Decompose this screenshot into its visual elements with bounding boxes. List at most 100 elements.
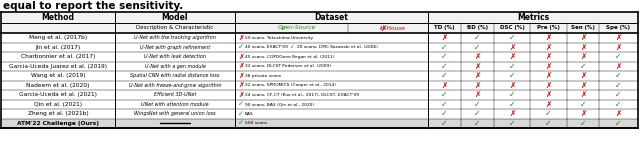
Text: ATM'22 Challenge (Ours): ATM'22 Challenge (Ours) bbox=[17, 121, 99, 126]
Text: ✓: ✓ bbox=[442, 62, 448, 71]
Text: ✓: ✓ bbox=[474, 119, 481, 128]
Text: BAS: BAS bbox=[245, 112, 253, 116]
Text: ✗: ✗ bbox=[509, 81, 515, 90]
Text: ✗: ✗ bbox=[238, 82, 244, 88]
Text: DSC (%): DSC (%) bbox=[500, 26, 524, 31]
Text: Meng et al. (2017b): Meng et al. (2017b) bbox=[29, 35, 87, 40]
Text: Qin et al. (2021): Qin et al. (2021) bbox=[34, 102, 82, 107]
Text: ✓: ✓ bbox=[442, 71, 448, 80]
Text: ✓: ✓ bbox=[474, 33, 481, 42]
Bar bbox=[1, 119, 638, 128]
Text: WingsNet with general union loss: WingsNet with general union loss bbox=[134, 111, 216, 116]
Text: U-Net with leak detection: U-Net with leak detection bbox=[144, 54, 206, 59]
Text: ✓: ✓ bbox=[474, 43, 481, 52]
Text: ✗: ✗ bbox=[442, 81, 448, 90]
Text: ✗: ✗ bbox=[580, 81, 586, 90]
Text: ✓: ✓ bbox=[580, 62, 586, 71]
Text: ✓: ✓ bbox=[442, 43, 448, 52]
Text: 32 scans, SPROMICS (Cooper et al., 2014): 32 scans, SPROMICS (Cooper et al., 2014) bbox=[245, 83, 336, 87]
Text: ✗: ✗ bbox=[238, 63, 244, 69]
Text: ✗: ✗ bbox=[474, 90, 481, 99]
Text: ✓: ✓ bbox=[615, 81, 621, 90]
Text: Wang et al. (2019): Wang et al. (2019) bbox=[31, 73, 85, 78]
Text: In-House: In-House bbox=[380, 26, 406, 31]
Text: Model: Model bbox=[162, 13, 188, 22]
Text: ✓: ✓ bbox=[615, 119, 621, 128]
Text: Dataset: Dataset bbox=[315, 13, 348, 22]
Text: ✗: ✗ bbox=[545, 90, 552, 99]
Text: ✓: ✓ bbox=[238, 120, 244, 126]
Text: Metrics: Metrics bbox=[517, 13, 549, 22]
Text: Efficient 3D-UNet: Efficient 3D-UNet bbox=[154, 92, 196, 97]
Text: Jin et al. (2017): Jin et al. (2017) bbox=[35, 45, 81, 50]
Text: Garcia-Uceda et al. (2021): Garcia-Uceda et al. (2021) bbox=[19, 92, 97, 97]
Text: U-Net with graph refinement: U-Net with graph refinement bbox=[140, 45, 210, 50]
Text: Spatial CNN with radial distance loss: Spatial CNN with radial distance loss bbox=[131, 73, 220, 78]
Text: 32 scans, DLCST Pedersen et al. (2009): 32 scans, DLCST Pedersen et al. (2009) bbox=[245, 64, 331, 68]
Text: 45 scans, COPDGene Regan et al. (2011): 45 scans, COPDGene Regan et al. (2011) bbox=[245, 55, 334, 59]
Text: equal to report the sensitivity.: equal to report the sensitivity. bbox=[3, 1, 183, 11]
Text: ✗: ✗ bbox=[474, 52, 481, 61]
Text: ✗: ✗ bbox=[238, 73, 244, 79]
Text: ✗: ✗ bbox=[238, 92, 244, 98]
Text: ✓: ✓ bbox=[474, 109, 481, 118]
Text: ✓: ✓ bbox=[615, 100, 621, 109]
Text: ✗: ✗ bbox=[545, 43, 552, 52]
Text: Nadeem et al. (2020): Nadeem et al. (2020) bbox=[26, 83, 90, 88]
Text: ✗: ✗ bbox=[545, 62, 552, 71]
Text: Charbonnier et al. (2017): Charbonnier et al. (2017) bbox=[21, 54, 95, 59]
Text: 50 scans, Tokushima University: 50 scans, Tokushima University bbox=[245, 36, 313, 40]
Text: ✗: ✗ bbox=[545, 33, 552, 42]
Text: ✗: ✗ bbox=[580, 71, 586, 80]
Text: ✗: ✗ bbox=[545, 81, 552, 90]
Text: ✓: ✓ bbox=[509, 100, 515, 109]
Text: ✓: ✓ bbox=[580, 100, 586, 109]
Text: ✓: ✓ bbox=[282, 23, 288, 33]
Text: ✓: ✓ bbox=[615, 52, 621, 61]
Text: Zheng et al. (2021b): Zheng et al. (2021b) bbox=[28, 111, 88, 116]
Text: 38 private scans: 38 private scans bbox=[245, 74, 281, 78]
Text: U-Net with a gen module: U-Net with a gen module bbox=[145, 64, 205, 69]
Text: ✗: ✗ bbox=[474, 71, 481, 80]
Text: ✗: ✗ bbox=[615, 33, 621, 42]
Text: ✗: ✗ bbox=[380, 23, 386, 33]
Text: ✗: ✗ bbox=[580, 43, 586, 52]
Text: ✗: ✗ bbox=[545, 100, 552, 109]
Text: Method: Method bbox=[42, 13, 74, 22]
Text: ✗: ✗ bbox=[615, 62, 621, 71]
Text: Pre (%): Pre (%) bbox=[537, 26, 560, 31]
Text: ✓: ✓ bbox=[580, 119, 586, 128]
Text: ✗: ✗ bbox=[545, 71, 552, 80]
Text: ✓: ✓ bbox=[442, 90, 448, 99]
Text: 24 scans, CF-CT (Kuo et al., 2017), DLCST, EXACT'09: 24 scans, CF-CT (Kuo et al., 2017), DLCS… bbox=[245, 93, 359, 97]
Text: ✗: ✗ bbox=[580, 33, 586, 42]
Text: 90 scans, BAS (Qin et al., 2020): 90 scans, BAS (Qin et al., 2020) bbox=[245, 102, 314, 106]
Text: ✗: ✗ bbox=[580, 109, 586, 118]
Text: ✗: ✗ bbox=[509, 43, 515, 52]
Text: ✗: ✗ bbox=[545, 52, 552, 61]
Text: ✗: ✗ bbox=[615, 43, 621, 52]
Text: Spe (%): Spe (%) bbox=[607, 26, 630, 31]
Text: ✓: ✓ bbox=[442, 109, 448, 118]
Text: U-Net with the tracking algorithm: U-Net with the tracking algorithm bbox=[134, 35, 216, 40]
Text: ✓: ✓ bbox=[509, 33, 515, 42]
Text: ✗: ✗ bbox=[238, 35, 244, 41]
Text: ✓: ✓ bbox=[442, 119, 448, 128]
Text: Description & Characteristic: Description & Characteristic bbox=[136, 26, 214, 31]
Text: TD (%): TD (%) bbox=[434, 26, 455, 31]
Text: U-Net with freeze-and-grow algorithm: U-Net with freeze-and-grow algorithm bbox=[129, 83, 221, 88]
Text: BD (%): BD (%) bbox=[467, 26, 488, 31]
Bar bbox=[1, 12, 638, 33]
Text: ✓: ✓ bbox=[545, 119, 552, 128]
Text: ✗: ✗ bbox=[615, 109, 621, 118]
Text: ✗: ✗ bbox=[509, 109, 515, 118]
Text: ✓: ✓ bbox=[238, 111, 244, 117]
Text: ✓: ✓ bbox=[509, 71, 515, 80]
Text: ✓: ✓ bbox=[238, 101, 244, 107]
Text: ✓: ✓ bbox=[474, 100, 481, 109]
Text: ✗: ✗ bbox=[474, 62, 481, 71]
Text: Sen (%): Sen (%) bbox=[571, 26, 595, 31]
Text: ✓: ✓ bbox=[615, 71, 621, 80]
Text: Open-Source: Open-Source bbox=[277, 26, 316, 31]
Text: Garcia-Uceda Juarez et al. (2019): Garcia-Uceda Juarez et al. (2019) bbox=[9, 64, 107, 69]
